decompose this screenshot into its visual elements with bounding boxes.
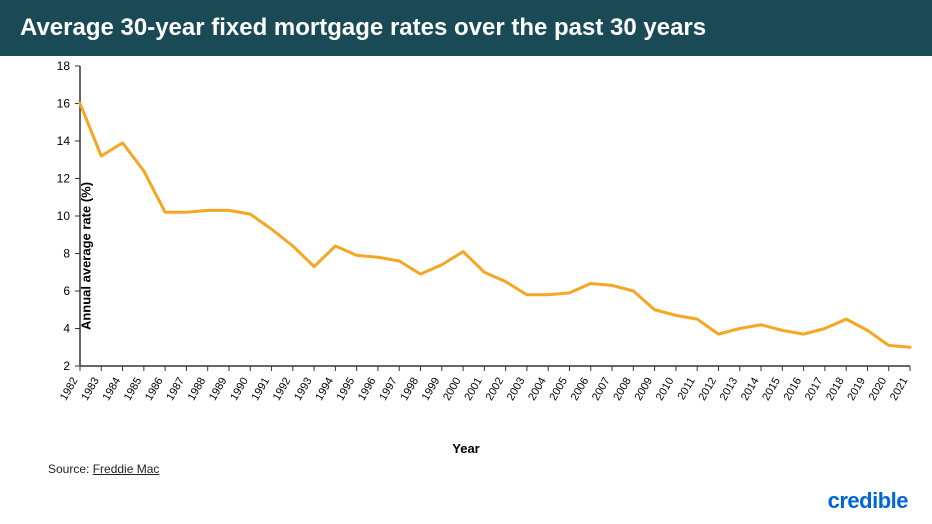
x-tick-label: 2014: [739, 376, 762, 403]
brand-logo: credible: [828, 488, 908, 514]
chart-svg: 2468101214161819821983198419851986198719…: [0, 56, 932, 456]
x-tick-label: 2009: [633, 376, 656, 403]
x-tick-label: 2015: [760, 376, 783, 403]
y-tick-label: 16: [57, 97, 71, 111]
x-tick-label: 1990: [228, 376, 251, 403]
x-tick-label: 1994: [313, 376, 336, 403]
x-tick-label: 2021: [888, 376, 911, 403]
x-tick-label: 2005: [547, 376, 570, 403]
x-tick-label: 1989: [207, 376, 230, 403]
y-tick-label: 18: [57, 59, 71, 73]
source-link[interactable]: Freddie Mac: [93, 462, 160, 476]
x-tick-label: 2002: [484, 375, 507, 402]
y-tick-label: 8: [63, 247, 70, 261]
x-tick-label: 1998: [398, 376, 421, 403]
x-tick-label: 1988: [186, 376, 209, 403]
x-tick-label: 1984: [101, 376, 124, 403]
y-tick-label: 10: [57, 209, 71, 223]
x-tick-label: 2007: [590, 376, 613, 403]
x-tick-label: 1985: [122, 376, 145, 403]
x-tick-label: 2013: [718, 376, 741, 403]
x-tick-label: 1991: [250, 376, 273, 403]
x-axis-label: Year: [452, 441, 479, 456]
x-tick-label: 2004: [526, 376, 549, 403]
x-tick-label: 2020: [867, 376, 890, 403]
x-tick-label: 1986: [143, 376, 166, 403]
x-tick-label: 2016: [782, 376, 805, 403]
x-tick-label: 2001: [462, 376, 485, 403]
x-tick-label: 1992: [271, 376, 294, 403]
x-tick-label: 1996: [356, 376, 379, 403]
x-tick-label: 2003: [505, 376, 528, 403]
x-tick-label: 1982: [58, 376, 81, 403]
x-tick-label: 1997: [377, 376, 400, 403]
source-line: Source: Freddie Mac: [48, 462, 932, 476]
data-line: [80, 104, 910, 348]
x-tick-label: 2000: [441, 376, 464, 403]
x-tick-label: 1987: [164, 376, 187, 403]
chart-header: Average 30-year fixed mortgage rates ove…: [0, 0, 932, 56]
x-tick-label: 1993: [292, 376, 315, 403]
x-tick-label: 1999: [420, 376, 443, 403]
x-tick-label: 2018: [824, 376, 847, 403]
x-tick-label: 2006: [569, 376, 592, 403]
y-tick-label: 6: [63, 284, 70, 298]
x-tick-label: 2008: [611, 376, 634, 403]
chart-title: Average 30-year fixed mortgage rates ove…: [20, 14, 706, 41]
x-tick-label: 2011: [676, 376, 698, 402]
y-tick-label: 4: [63, 322, 70, 336]
x-tick-label: 2010: [654, 376, 677, 403]
x-tick-label: 1983: [79, 376, 102, 403]
x-tick-label: 2019: [845, 376, 868, 403]
source-prefix: Source:: [48, 462, 93, 476]
y-tick-label: 12: [57, 172, 71, 186]
x-tick-label: 1995: [335, 376, 358, 403]
y-tick-label: 2: [63, 359, 70, 373]
y-tick-label: 14: [57, 134, 71, 148]
x-tick-label: 2017: [803, 376, 826, 403]
chart-container: Annual average rate (%) 2468101214161819…: [0, 56, 932, 456]
x-tick-label: 2012: [696, 376, 719, 403]
